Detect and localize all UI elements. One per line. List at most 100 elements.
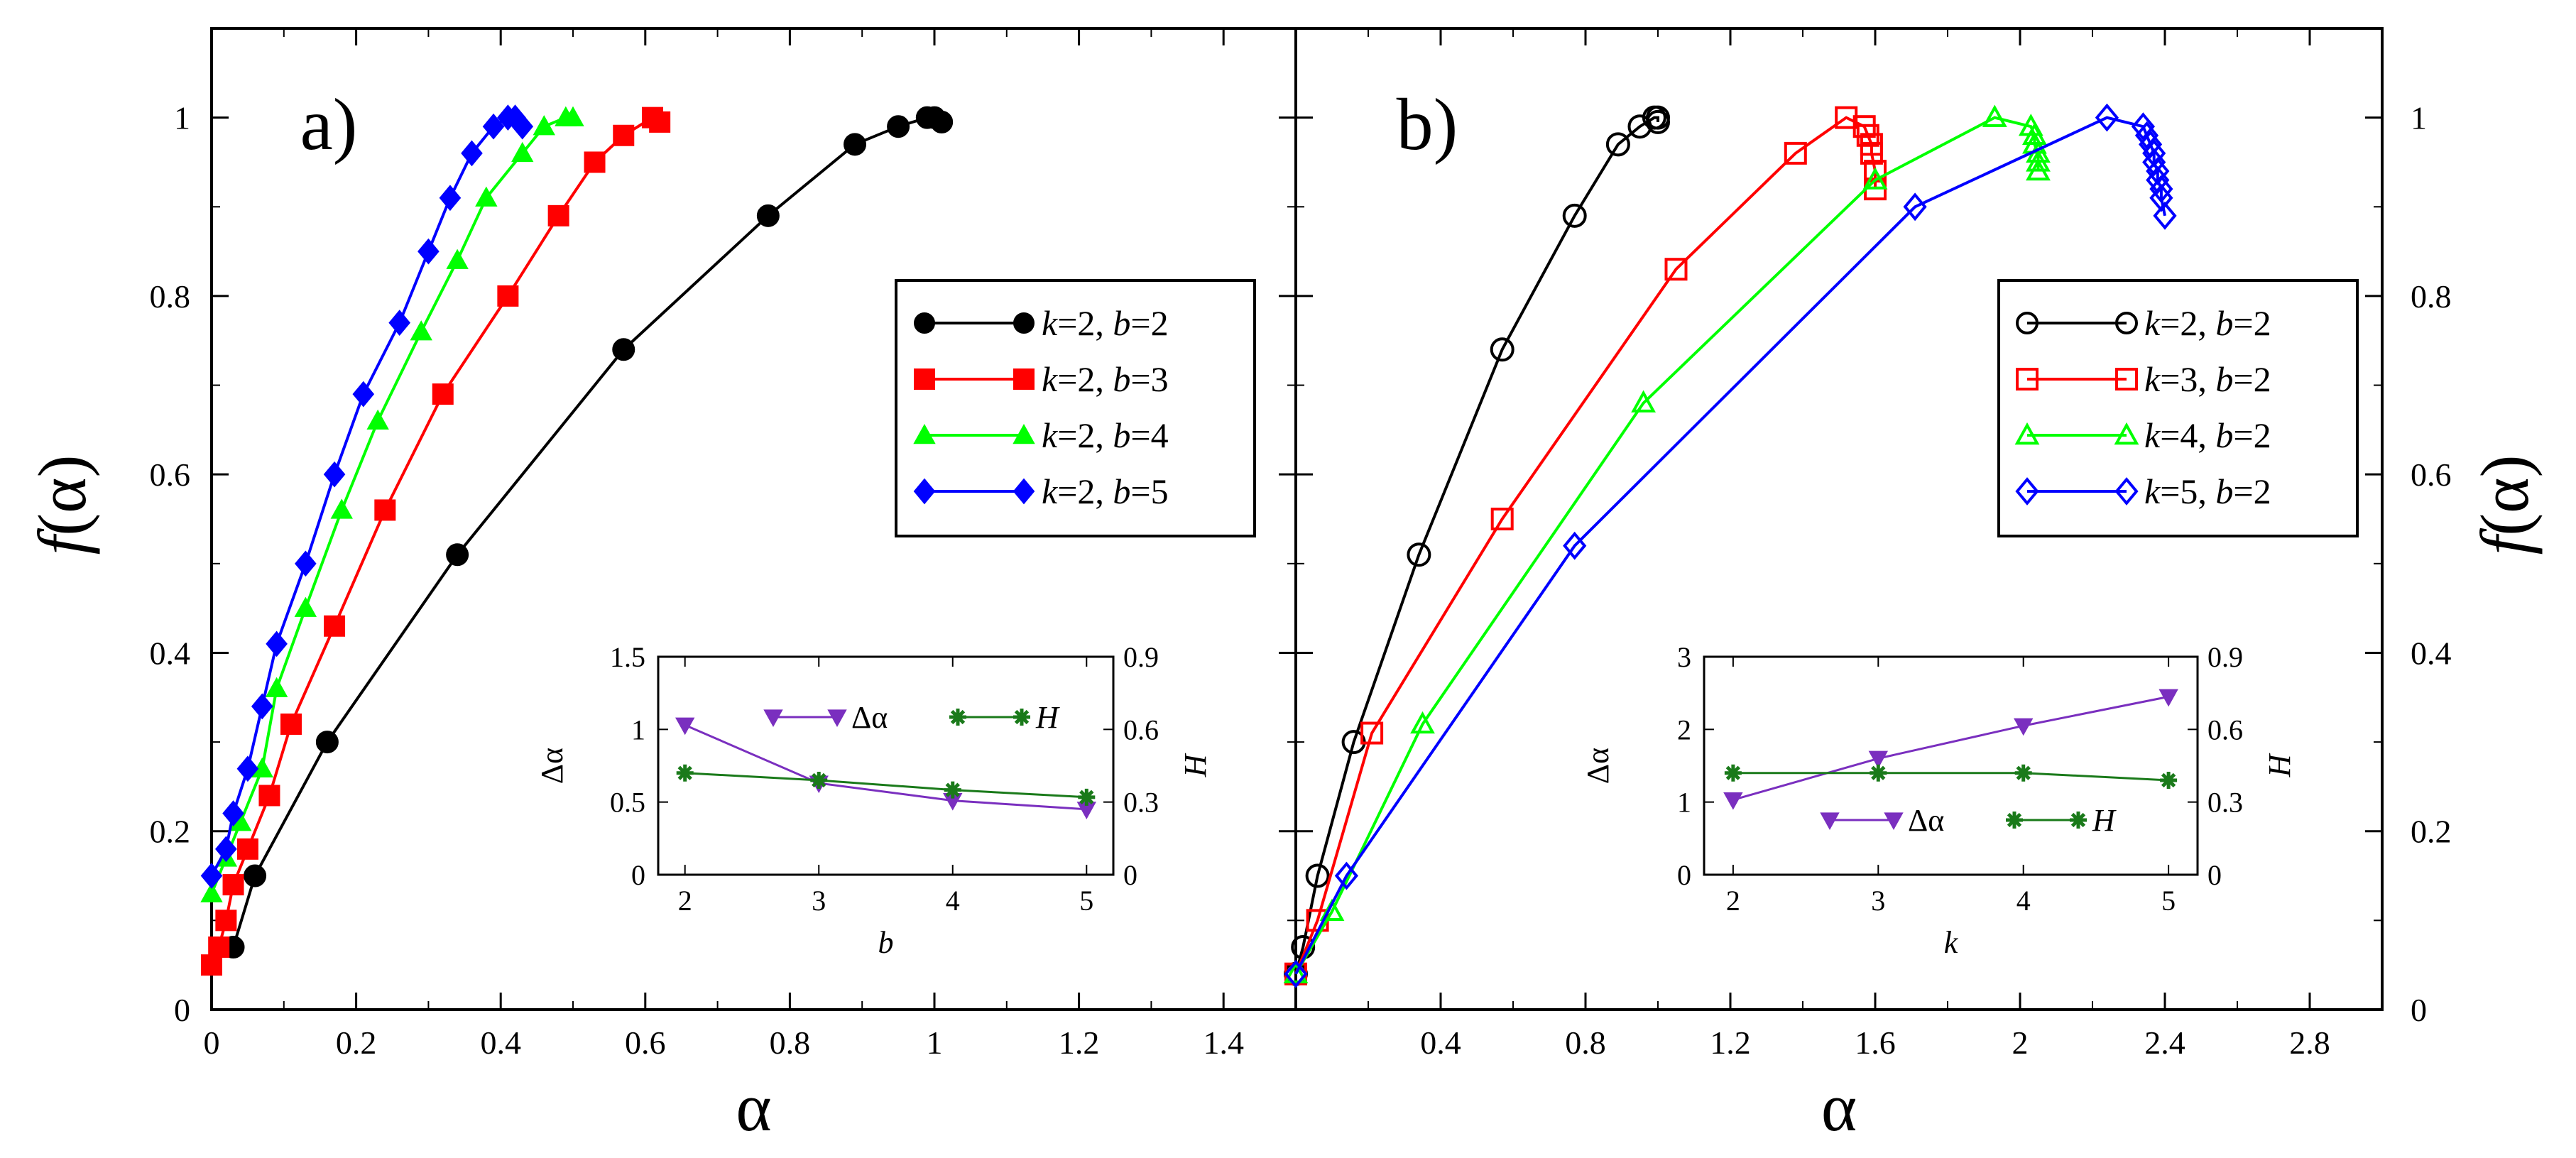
data-point: [1490, 337, 1515, 362]
legend-label: k=4, b=2: [2144, 415, 2271, 455]
data-point: [930, 110, 954, 133]
inset-x-tick-label: 3: [1871, 885, 1885, 917]
data-point: [649, 111, 671, 133]
inset-y-right-tick-label: 0.3: [2207, 787, 2243, 819]
panel-a: 0 0.2 0.4 0.6 0.8 1 1.2 1.4 0 0.2 0.4 0.6 0.8 1 α f(α) a…: [24, 27, 1297, 1145]
data-point: [497, 285, 519, 307]
inset-y-left-tick-label: 1: [631, 714, 645, 745]
inset-y-right-tick-label: 0: [2207, 859, 2222, 891]
data-point: [887, 115, 910, 138]
y-tick-label: 0.8: [2411, 278, 2452, 315]
inset-x-label: b: [878, 925, 894, 960]
inset-y-left-tick-label: 0: [1677, 859, 1691, 891]
x-tick-label: 0.8: [1565, 1025, 1606, 1061]
data-point: [2026, 149, 2051, 172]
inset-x-tick-label: 2: [678, 885, 692, 917]
legend-entry: k=2, b=2: [914, 303, 1169, 343]
data-point: [1605, 132, 1630, 157]
inset-legend-marker: [763, 709, 783, 728]
legend-marker: [1013, 423, 1035, 444]
x-tick-label: 0.2: [336, 1025, 377, 1061]
data-point: [330, 498, 353, 519]
y-tick-label: 0.2: [150, 814, 191, 850]
legend-marker: [913, 423, 936, 444]
inset-legend-marker: [827, 709, 847, 728]
inset-series-line: [684, 772, 1087, 799]
x-tick-label: 0.4: [480, 1025, 521, 1061]
data-point: [315, 731, 339, 754]
data-point: [1664, 258, 1688, 281]
series-2: [200, 106, 584, 902]
x-tick-label: 0.6: [625, 1025, 666, 1061]
data-point: [511, 113, 534, 140]
panel-b: 0.4 0.8 1.2 1.6 2 2.4 2.8 0 0.2 0.4 0.6 0.8 1 α f(α) b)…: [1283, 27, 2543, 1145]
legend: k=2, b=2 k=3, b=2 k=4, b=2 k=5, b=2: [1997, 279, 2359, 537]
data-point: [1982, 104, 2007, 127]
series-line: [1294, 116, 1659, 975]
inset-y-left-label: Δα: [1581, 748, 1615, 784]
y-tick-label: 0: [174, 992, 190, 1028]
inset-legend-label: Δα: [851, 700, 888, 735]
data-point: [208, 936, 230, 958]
x-tick-label: 0.8: [770, 1025, 811, 1061]
series-line: [210, 116, 661, 966]
data-point: [482, 113, 505, 140]
data-point: [1563, 531, 1587, 560]
x-tick-label: 1.6: [1855, 1025, 1896, 1061]
data-point: [547, 204, 569, 226]
inset-y-right-label: H: [2262, 753, 2297, 777]
data-point: [2134, 121, 2159, 150]
inset-y-right-label: H: [1178, 753, 1213, 777]
data-point: [1646, 109, 1670, 134]
legend-marker: [914, 368, 935, 390]
data-point: [432, 383, 454, 405]
data-point: [200, 882, 223, 902]
data-point: [366, 409, 389, 430]
data-point: [446, 248, 469, 269]
inset-y-left-tick-label: 3: [1677, 641, 1691, 673]
data-point: [1862, 167, 1888, 190]
legend-marker: [913, 478, 936, 505]
data-point: [584, 151, 606, 173]
legend-label: k=3, b=2: [2144, 359, 2271, 399]
data-point: [1283, 961, 1309, 983]
series-0: [1284, 105, 1670, 986]
data-point: [1284, 959, 1308, 988]
data-point: [265, 677, 288, 697]
data-point: [2153, 201, 2177, 230]
inset-data-point: [1078, 788, 1096, 806]
inset-data-point: [2014, 718, 2034, 736]
inset-y-right-tick-label: 0.9: [1123, 641, 1159, 673]
data-point: [475, 186, 498, 207]
inset-legend-marker: [2006, 812, 2023, 829]
inset-x-label: k: [1944, 925, 1959, 960]
legend: k=2, b=2 k=2, b=3 k=2, b=4 k=2, b=5: [895, 279, 1256, 537]
inset-x-tick-label: 2: [1726, 885, 1740, 917]
series-3: [200, 104, 534, 889]
data-point: [295, 550, 317, 577]
x-tick-label: 2: [2012, 1025, 2029, 1061]
data-point: [439, 185, 462, 212]
inset-y-left-tick-label: 0: [631, 859, 645, 891]
data-point: [201, 954, 222, 976]
x-tick-label: 1: [927, 1025, 943, 1061]
data-point: [511, 141, 534, 163]
inset-legend-label: H: [1035, 700, 1060, 735]
inset-legend-entry: H: [2006, 803, 2117, 838]
legend-label: k=2, b=2: [2144, 303, 2271, 343]
inset-y-left-tick-label: 0.5: [610, 787, 645, 819]
legend-marker: [2115, 312, 2138, 334]
series-line: [210, 116, 524, 877]
legend-label: k=2, b=3: [1042, 359, 1169, 399]
y-tick-label: 1: [174, 100, 190, 136]
panel-label: b): [1397, 84, 1458, 165]
inset-y-right-tick-label: 0.6: [1123, 714, 1159, 745]
inset-legend-marker: [949, 709, 966, 726]
inset-y-right-tick-label: 0.9: [2207, 641, 2243, 673]
legend-label: k=2, b=2: [1042, 303, 1169, 343]
inset-y-left-tick-label: 1: [1677, 787, 1691, 819]
data-point: [244, 864, 267, 887]
